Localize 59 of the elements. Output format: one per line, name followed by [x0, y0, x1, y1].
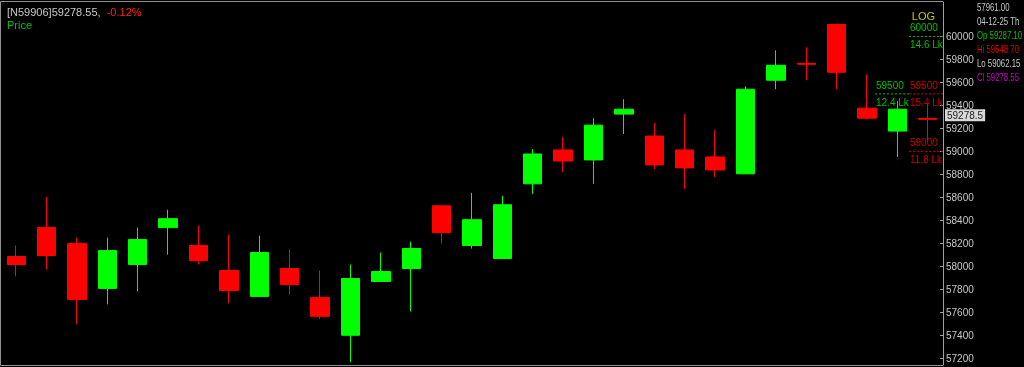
candlestick: [493, 195, 512, 260]
candlestick: [827, 22, 846, 90]
annotation: LOG: [911, 9, 935, 22]
text: Lo 59062.15: [977, 58, 1021, 70]
text: Hi 59548.70: [977, 44, 1020, 56]
candlestick: [128, 227, 147, 292]
text: 57961.00: [977, 2, 1010, 14]
y-tick-label: 57400: [946, 329, 975, 341]
candlestick: [523, 148, 542, 195]
ref-line-label: 60000 14.6 Lk: [910, 22, 944, 51]
candlestick: [705, 129, 725, 178]
y-tick-label: 57600: [946, 306, 975, 318]
candlestick: [280, 249, 299, 295]
text: 04-12-25 Th: [977, 16, 1020, 28]
candlestick: [675, 113, 694, 190]
candlestick: [310, 269, 330, 320]
y-tick-label: 58800: [946, 168, 975, 180]
candlestick: [432, 205, 451, 245]
candlestick: [250, 235, 269, 297]
y-tick-label: 57800: [946, 283, 975, 295]
candlestick: [189, 225, 208, 265]
candlestick: [584, 117, 603, 185]
candlestick: [98, 237, 117, 305]
text: Price: [7, 18, 33, 31]
y-tick-label: 59000: [946, 145, 975, 157]
candlestick: [341, 263, 360, 363]
y-tick-label: 57200: [946, 352, 975, 364]
y-tick-label: 58400: [946, 214, 975, 226]
text: Cl 59278.55: [977, 72, 1020, 84]
candlestick: [736, 85, 755, 175]
candlestick: [462, 192, 482, 250]
y-tick-label: 59600: [946, 76, 975, 88]
candlestick: [797, 46, 816, 81]
y-tick-label: 60000: [946, 30, 975, 42]
ref-line-label: 59500 15.4 Lk: [910, 79, 944, 108]
candlestick: [67, 237, 87, 325]
text: 59278.5: [947, 109, 984, 121]
ref-line-label: 59000 11.8 Lk: [910, 137, 944, 166]
y-tick-label: 59800: [946, 53, 975, 65]
y-tick-label: 59400: [946, 99, 975, 111]
candlestick: [553, 136, 573, 173]
chart-title: [N59906]59278.55,: [7, 5, 101, 18]
y-tick-label: 59200: [946, 122, 975, 134]
candlestick: [857, 73, 877, 120]
annotation: -0.12%: [100, 5, 142, 18]
y-tick-label: 58200: [946, 237, 975, 249]
y-tick-label: 58000: [946, 260, 975, 272]
candlestick: [7, 245, 26, 277]
candlestick: [158, 209, 178, 256]
text: Op 59287.10: [977, 30, 1023, 42]
ref-line-label: 59500 12.4 Lk: [876, 79, 910, 108]
candlestick: [614, 98, 634, 135]
candlestick: [766, 49, 786, 90]
candlestick: [371, 252, 391, 282]
candlestick: [402, 241, 421, 312]
candlestick: [645, 122, 664, 170]
candlestick: [37, 196, 56, 271]
candlestick: [219, 234, 239, 304]
y-tick-label: 58600: [946, 191, 975, 203]
